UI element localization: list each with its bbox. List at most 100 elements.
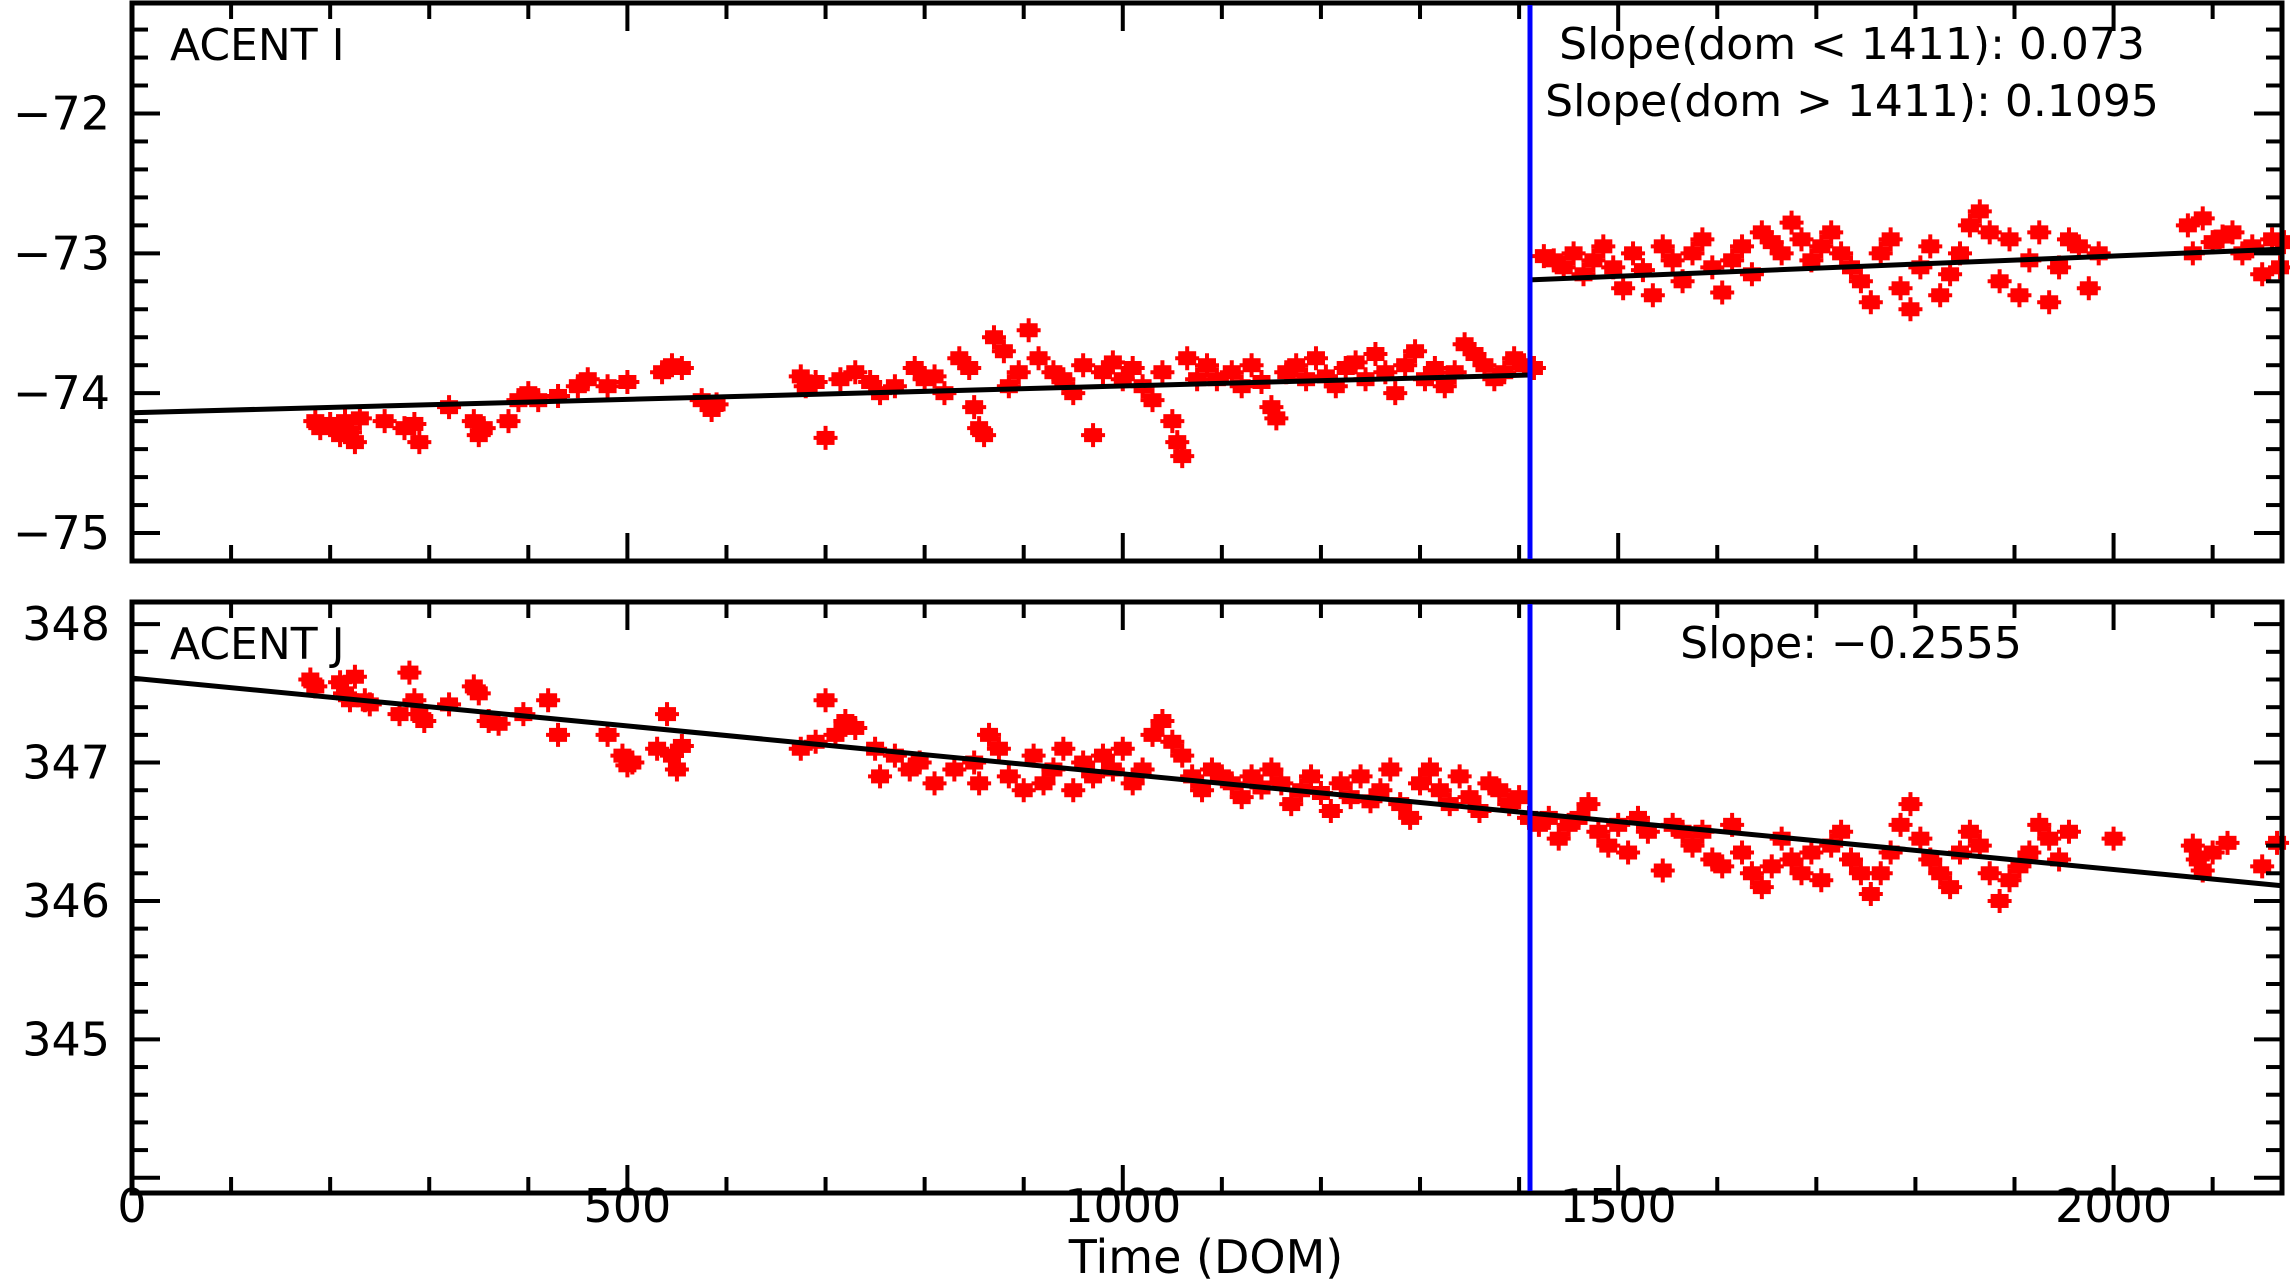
fit-line-1	[131, 372, 1531, 416]
data-point-cluster	[2178, 218, 2197, 233]
data-point-cluster	[1173, 748, 1192, 763]
data-point-cluster	[1302, 769, 1321, 784]
data-point-cluster	[539, 693, 558, 708]
bottom-y-tick-labels: 348 347 346 345	[22, 597, 110, 1066]
data-point-cluster	[549, 727, 568, 742]
bottom-slope-annotation: Slope: −0.2555	[1680, 618, 2022, 669]
data-point-cluster	[1406, 344, 1425, 359]
data-point-cluster	[2040, 295, 2059, 310]
data-point-cluster	[1475, 358, 1494, 373]
x-tick-label: 500	[583, 1179, 671, 1233]
data-point-cluster	[1425, 361, 1444, 376]
data-point-cluster	[1941, 880, 1960, 895]
y-tick-label: 346	[22, 874, 110, 928]
data-point-cluster	[2000, 873, 2019, 888]
data-point-cluster	[2030, 225, 2049, 240]
data-point-cluster	[1901, 797, 1920, 812]
top-y-tick-labels: −72 −73 −74 −75	[13, 86, 110, 560]
data-point-cluster	[905, 361, 924, 376]
x-tick-label: 1000	[1064, 1179, 1181, 1233]
data-point-cluster	[1733, 239, 1752, 254]
data-point-cluster	[2218, 835, 2237, 850]
data-point-cluster	[1376, 365, 1395, 380]
data-point-cluster	[1153, 365, 1172, 380]
data-point-cluster	[2203, 845, 2222, 860]
data-point-cluster	[1752, 880, 1771, 895]
data-point-cluster	[1222, 365, 1241, 380]
data-point-cluster	[975, 428, 994, 443]
data-point-cluster	[1084, 428, 1103, 443]
data-point-cluster	[1331, 776, 1350, 791]
data-point-cluster	[578, 372, 597, 387]
bottom-plot-frame	[129, 599, 2285, 1196]
data-point-cluster	[965, 400, 984, 415]
data-point-cluster	[1871, 866, 1890, 881]
data-point-cluster	[1019, 323, 1038, 338]
data-point-cluster	[1351, 769, 1370, 784]
data-point-cluster	[1242, 769, 1261, 784]
data-point-cluster	[1624, 246, 1643, 261]
data-point-cluster	[598, 727, 617, 742]
top-data-points	[303, 199, 2290, 469]
data-point-cluster	[1034, 776, 1053, 791]
data-point-cluster	[672, 361, 691, 376]
data-point-cluster	[1599, 838, 1618, 853]
data-point-cluster	[1851, 274, 1870, 289]
data-point-cluster	[1549, 831, 1568, 846]
top-slope-after-annotation: Slope(dom > 1411): 0.1095	[1545, 76, 2159, 127]
data-point-cluster	[1074, 755, 1093, 770]
data-point-cluster	[1564, 246, 1583, 261]
data-point-cluster	[1861, 295, 1880, 310]
data-point-cluster	[1460, 790, 1479, 805]
data-point-cluster	[984, 330, 1003, 345]
data-point-cluster	[945, 762, 964, 777]
data-point-cluster	[1960, 824, 1979, 839]
data-point-cluster	[1103, 355, 1122, 370]
data-point-cluster	[474, 421, 493, 436]
data-point-cluster	[846, 365, 865, 380]
data-point-cluster	[2059, 824, 2078, 839]
data-point-cluster	[1673, 274, 1692, 289]
data-point-cluster	[1723, 817, 1742, 832]
data-point-cluster	[846, 720, 865, 735]
data-point-cluster	[390, 707, 409, 722]
data-point-cluster	[1891, 281, 1910, 296]
data-point-cluster	[989, 741, 1008, 756]
data-point-cluster	[1950, 246, 1969, 261]
data-point-cluster	[1881, 232, 1900, 247]
data-point-cluster	[1113, 372, 1132, 387]
data-point-cluster	[648, 741, 667, 756]
data-point-cluster	[1713, 859, 1732, 874]
y-tick-label: −74	[13, 366, 110, 420]
data-point-cluster	[1901, 302, 1920, 317]
data-point-cluster	[1663, 253, 1682, 268]
data-point-cluster	[1386, 386, 1405, 401]
data-point-cluster	[1832, 824, 1851, 839]
data-point-cluster	[1579, 797, 1598, 812]
data-point-cluster	[1014, 783, 1033, 798]
data-point-cluster	[2193, 863, 2212, 878]
data-point-cluster	[2079, 281, 2098, 296]
data-point-cluster	[598, 379, 617, 394]
data-point-cluster	[806, 374, 825, 389]
data-point-cluster	[375, 414, 394, 429]
data-point-cluster	[1792, 232, 1811, 247]
data-point-cluster	[1762, 235, 1781, 250]
data-point-cluster	[1143, 393, 1162, 408]
data-point-cluster	[306, 679, 325, 694]
data-point-cluster	[345, 669, 364, 684]
data-point-cluster	[980, 727, 999, 742]
data-point-cluster	[1093, 748, 1112, 763]
data-point-cluster	[658, 707, 677, 722]
data-point-cluster	[1465, 347, 1484, 362]
y-tick-label: −73	[13, 226, 110, 280]
data-point-cluster	[861, 374, 880, 389]
data-point-cluster	[910, 755, 929, 770]
data-point-cluster	[2104, 831, 2123, 846]
data-point-cluster	[2000, 232, 2019, 247]
data-point-cluster	[1970, 204, 1989, 219]
data-point-cluster	[1267, 411, 1286, 426]
data-point-cluster	[1812, 239, 1831, 254]
